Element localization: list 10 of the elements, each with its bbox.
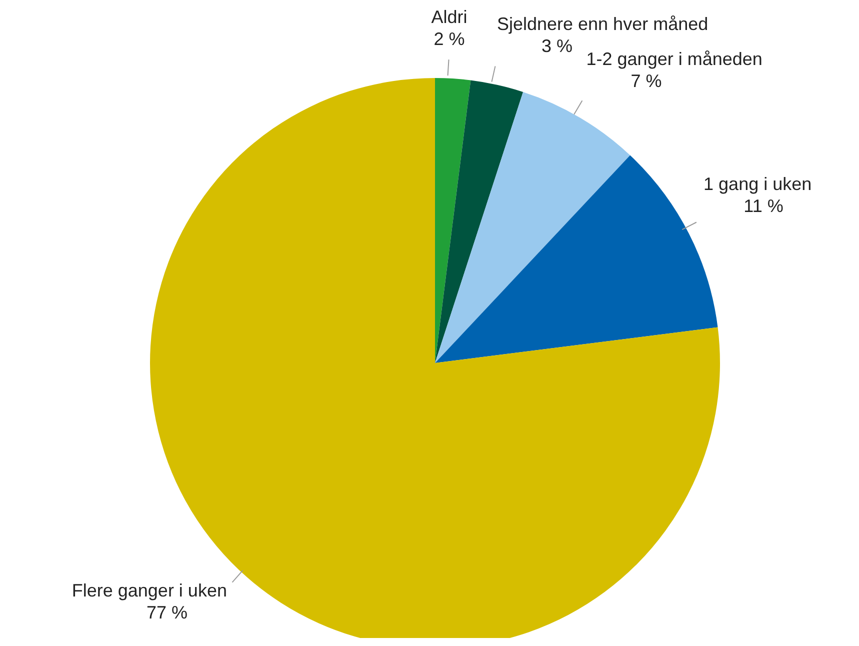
slice-label: 1-2 ganger i måneden: [586, 49, 762, 70]
slice-label: Flere ganger i uken: [72, 580, 227, 600]
slice-label: Sjeldnere enn hver måned: [496, 14, 708, 34]
slice-label: 1 gang i uken: [704, 174, 812, 194]
slice-label: Aldri: [431, 7, 468, 28]
data-label: 7 %: [630, 71, 662, 92]
data-label: 2 %: [434, 29, 465, 50]
data-label: 77 %: [146, 602, 188, 622]
data-label: 11 %: [744, 196, 784, 216]
data-label: 3 %: [541, 36, 572, 56]
